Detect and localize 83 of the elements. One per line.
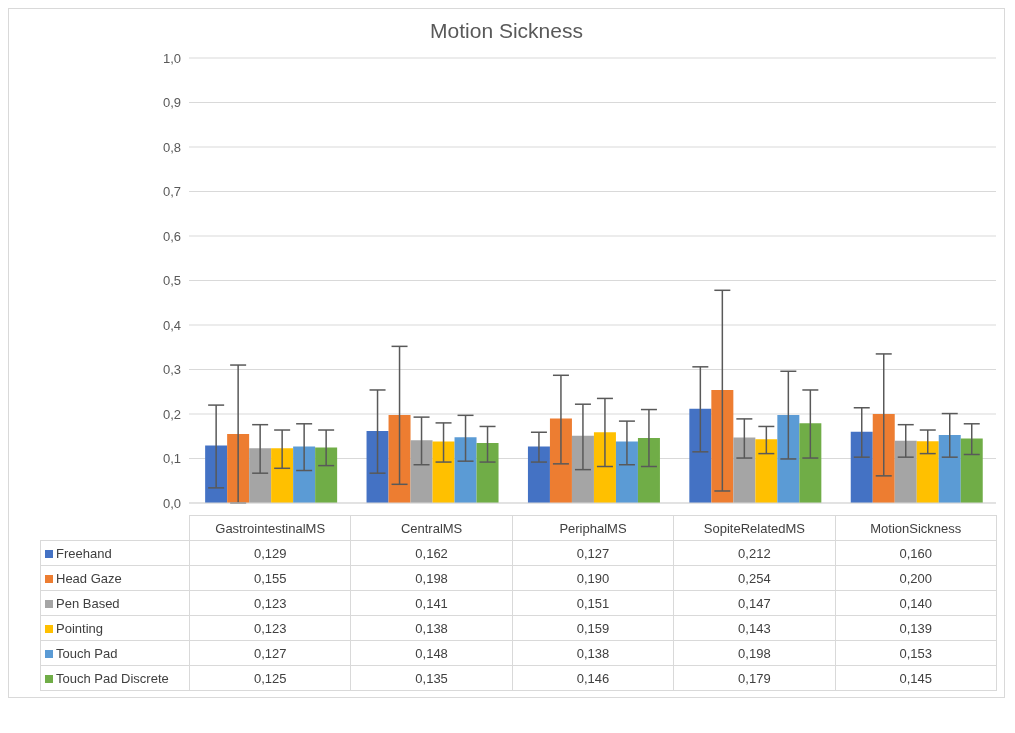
- chart-title: Motion Sickness: [430, 19, 583, 42]
- bar: [615, 441, 638, 503]
- data-label: 0,153: [835, 640, 997, 666]
- data-label: 0,141: [350, 590, 513, 616]
- data-label: 0,129: [189, 540, 351, 566]
- data-label: 0,212: [673, 540, 836, 566]
- legend-label: Touch Pad: [40, 640, 190, 666]
- bar: [938, 434, 961, 503]
- bar: [872, 414, 895, 503]
- x-tick-label: CentralMS: [350, 515, 513, 541]
- bar: [733, 437, 756, 503]
- bar: [689, 408, 712, 503]
- y-tick-label: 0,0: [162, 495, 181, 511]
- y-tick-label: 0,6: [162, 228, 181, 244]
- bar: [454, 437, 477, 503]
- bar: [388, 414, 411, 503]
- data-label: 0,140: [835, 590, 997, 616]
- y-tick-label: 0,5: [162, 273, 181, 289]
- y-tick-label: 0,8: [162, 139, 181, 155]
- data-label: 0,138: [350, 615, 513, 641]
- data-label: 0,143: [673, 615, 836, 641]
- bar: [799, 423, 822, 503]
- data-label: 0,179: [673, 665, 836, 691]
- data-label: 0,162: [350, 540, 513, 566]
- x-tick-label: SopiteRelatedMS: [673, 515, 836, 541]
- data-label: 0,160: [835, 540, 997, 566]
- bar: [637, 438, 660, 503]
- data-label: 0,125: [189, 665, 351, 691]
- x-tick-label: GastrointestinalMS: [189, 515, 351, 541]
- data-label: 0,147: [673, 590, 836, 616]
- bar: [894, 440, 917, 503]
- data-label: 0,148: [350, 640, 513, 666]
- data-label: 0,254: [673, 565, 836, 591]
- bar: [315, 447, 338, 503]
- bar: [227, 434, 250, 503]
- bar: [571, 435, 594, 503]
- x-tick-label: MotionSickness: [835, 515, 997, 541]
- data-label: 0,127: [189, 640, 351, 666]
- data-label: 0,200: [835, 565, 997, 591]
- bar: [777, 414, 800, 503]
- y-tick-label: 0,1: [162, 451, 181, 467]
- bar: [410, 440, 433, 503]
- bar: [205, 445, 228, 503]
- bar: [593, 432, 616, 503]
- bar: [527, 446, 550, 503]
- y-tick-label: 0,2: [162, 406, 181, 422]
- bar: [850, 431, 873, 503]
- y-tick-label: 0,9: [162, 95, 181, 111]
- data-label: 0,138: [512, 640, 674, 666]
- bar: [249, 448, 272, 503]
- y-tick-label: 0,4: [162, 317, 181, 333]
- y-tick-label: 0,3: [162, 362, 181, 378]
- data-label: 0,145: [835, 665, 997, 691]
- bar: [916, 441, 939, 503]
- legend-label: Touch Pad Discrete: [40, 665, 190, 691]
- data-label: 0,127: [512, 540, 674, 566]
- bar: [366, 430, 389, 503]
- bar: [271, 448, 294, 503]
- data-label: 0,151: [512, 590, 674, 616]
- legend-label: Head Gaze: [40, 565, 190, 591]
- data-label: 0,139: [835, 615, 997, 641]
- bar: [476, 442, 499, 503]
- y-tick-label: 1,0: [162, 50, 181, 66]
- data-label: 0,155: [189, 565, 351, 591]
- bar: [293, 446, 316, 503]
- bar: [960, 438, 983, 503]
- legend-label: Pen Based: [40, 590, 190, 616]
- data-label: 0,123: [189, 615, 351, 641]
- x-tick-label: PeriphalMS: [512, 515, 674, 541]
- bar: [432, 441, 455, 503]
- data-label: 0,123: [189, 590, 351, 616]
- bar: [549, 418, 572, 503]
- data-label: 0,190: [512, 565, 674, 591]
- legend-label: Freehand: [40, 540, 190, 566]
- bar: [755, 439, 778, 503]
- bar: [711, 389, 734, 503]
- data-label: 0,146: [512, 665, 674, 691]
- data-label: 0,198: [350, 565, 513, 591]
- data-label: 0,159: [512, 615, 674, 641]
- y-tick-label: 0,7: [162, 184, 181, 200]
- data-label: 0,198: [673, 640, 836, 666]
- legend-label: Pointing: [40, 615, 190, 641]
- data-label: 0,135: [350, 665, 513, 691]
